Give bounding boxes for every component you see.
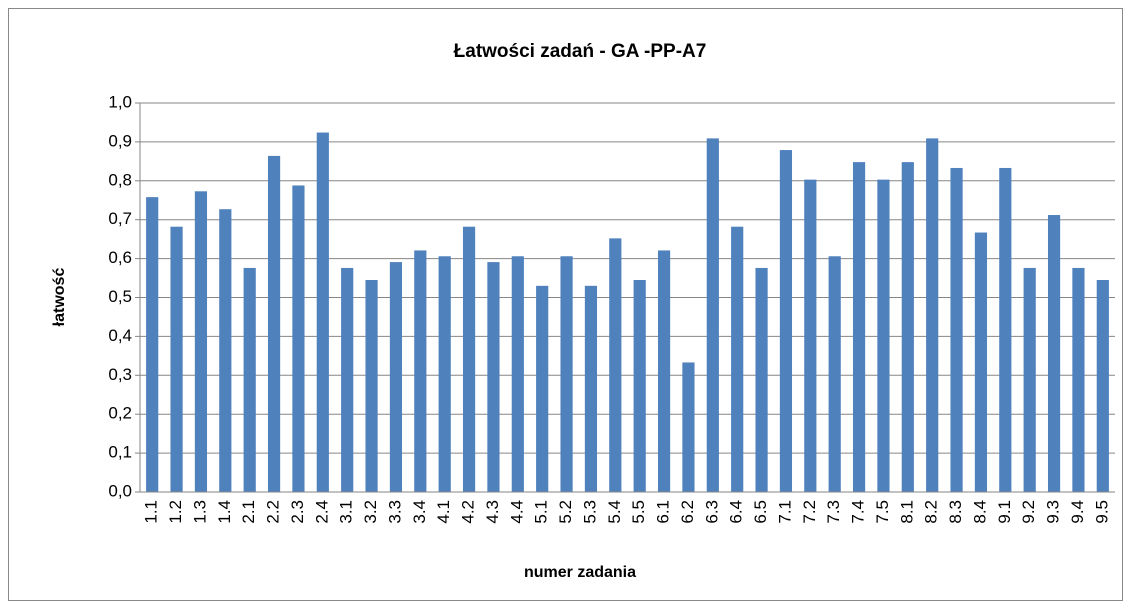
y-tick-label: 0,0 [108, 481, 132, 500]
y-tick-label: 0,2 [108, 404, 132, 423]
bar [828, 256, 841, 492]
x-tick-label: 7.2 [800, 500, 819, 524]
bar [804, 179, 817, 492]
bar [316, 132, 329, 492]
y-tick-label: 0,1 [108, 443, 132, 462]
x-tick-label: 5.2 [556, 500, 575, 524]
bar [1096, 279, 1109, 492]
x-tick-label: 5.1 [532, 500, 551, 524]
bar [243, 267, 256, 492]
x-tick-label: 1.3 [190, 500, 209, 524]
x-tick-label: 7.5 [873, 500, 892, 524]
x-tick-label: 2.2 [264, 500, 283, 524]
x-tick-label: 9.4 [1068, 500, 1087, 524]
x-tick-label: 8.4 [970, 500, 989, 524]
bar [950, 167, 963, 492]
bar [682, 362, 695, 492]
bar [1047, 215, 1061, 493]
bar [462, 226, 476, 492]
x-tick-label: 4.4 [507, 500, 526, 524]
x-tick-label: 7.3 [824, 500, 843, 524]
x-tick-label: 4.1 [434, 500, 453, 524]
x-tick-label: 7.1 [775, 500, 794, 524]
bar [146, 197, 159, 492]
x-tick-label: 8.1 [897, 500, 916, 524]
bar [292, 185, 305, 492]
x-tick-label: 4.3 [483, 500, 502, 524]
bar [389, 262, 403, 492]
bar [438, 256, 451, 492]
bar [901, 162, 914, 493]
x-tick-label: 2.1 [239, 500, 258, 524]
y-tick-label: 0,9 [108, 131, 132, 150]
x-tick-label: 9.1 [995, 500, 1014, 524]
bar [511, 256, 524, 492]
x-tick-label: 2.4 [312, 500, 331, 524]
bar [341, 267, 354, 492]
x-tick-label: 6.1 [654, 500, 673, 524]
bar [877, 179, 890, 492]
y-tick-label: 0,8 [108, 170, 132, 189]
bar [755, 267, 768, 492]
bar [487, 262, 500, 492]
x-tick-label: 5.4 [605, 500, 624, 524]
x-tick-label: 4.2 [459, 500, 478, 524]
x-tick-label: 9.5 [1092, 500, 1111, 524]
x-tick-label: 5.5 [629, 500, 648, 524]
bar [219, 209, 232, 492]
chart-title: Łatwości zadań - GA -PP-A7 [454, 41, 707, 62]
bar [267, 155, 281, 493]
bar [1072, 267, 1085, 492]
bar [1023, 267, 1036, 492]
y-tick-label: 0,7 [108, 209, 132, 228]
x-tick-label: 5.3 [580, 500, 599, 524]
x-tick-label: 6.5 [751, 500, 770, 524]
y-tick-label: 1,0 [108, 92, 132, 111]
bar [706, 138, 719, 493]
x-tick-label: 8.3 [946, 500, 965, 524]
x-tick-label: 7.4 [849, 500, 868, 524]
bar [536, 285, 549, 492]
bar [657, 250, 671, 492]
bar [926, 138, 939, 493]
x-tick-label: 6.4 [727, 500, 746, 524]
y-tick-label: 0,6 [108, 248, 132, 267]
bar [194, 191, 208, 493]
bar [609, 238, 622, 492]
bar [414, 250, 427, 492]
x-tick-label: 1.2 [166, 500, 185, 524]
y-axis-title: łatwość [51, 268, 68, 327]
x-tick-label: 2.3 [288, 500, 307, 524]
y-tick-label: 0,5 [108, 287, 132, 306]
bar [779, 150, 793, 492]
x-tick-label: 3.1 [337, 500, 356, 524]
x-tick-label: 9.2 [1019, 500, 1038, 524]
x-tick-label: 6.2 [678, 500, 697, 524]
x-tick-label: 3.4 [410, 500, 429, 524]
x-tick-label: 3.2 [361, 500, 380, 524]
x-tick-label: 6.3 [702, 500, 721, 524]
bar [365, 279, 378, 492]
y-tick-label: 0,3 [108, 365, 132, 384]
bar [999, 167, 1012, 492]
x-axis-title: numer zadania [524, 564, 636, 581]
bar [560, 256, 573, 492]
x-tick-label: 1.1 [142, 500, 161, 524]
y-tick-label: 0,4 [108, 326, 132, 345]
bar [584, 285, 598, 492]
bar [731, 226, 744, 492]
bar [633, 279, 646, 492]
x-tick-label: 1.4 [215, 500, 234, 524]
x-tick-label: 9.3 [1044, 500, 1063, 524]
bar [974, 232, 988, 493]
bar [852, 162, 866, 493]
x-tick-label: 3.3 [385, 500, 404, 524]
bar [170, 226, 183, 492]
x-tick-label: 8.2 [922, 500, 941, 524]
